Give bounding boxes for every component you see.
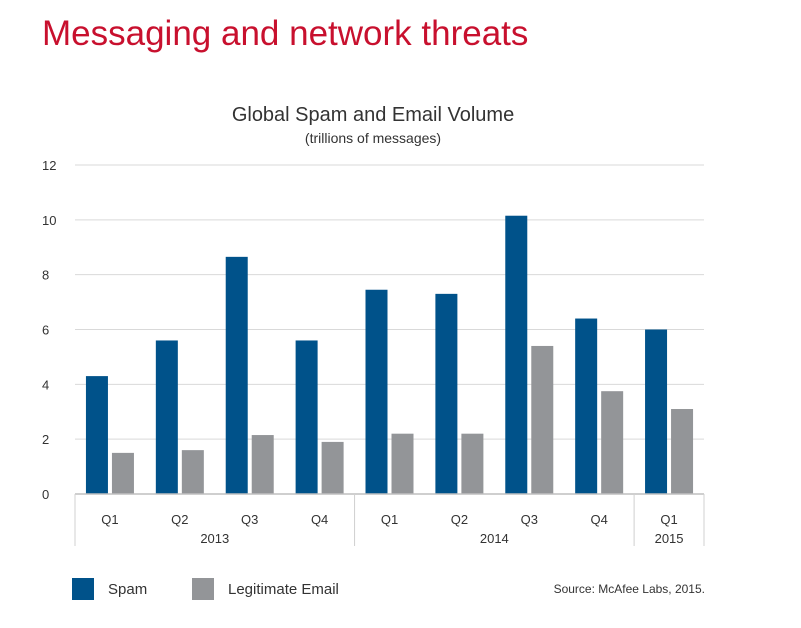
x-tick-label: Q1 — [381, 512, 398, 527]
chart-subtitle: (trillions of messages) — [304, 130, 442, 146]
bar-legitimate-email — [111, 452, 134, 494]
chart-title: Global Spam and Email Volume — [231, 104, 515, 126]
x-tick-label: Q1 — [101, 512, 118, 527]
bar-legitimate-email — [321, 441, 344, 494]
page-title: Messaging and network threats — [42, 14, 529, 53]
x-tick-label: Q2 — [451, 512, 468, 527]
legend-item-spam: Spam — [72, 577, 147, 601]
y-tick-label: 2 — [42, 432, 49, 447]
y-tick-label: 10 — [42, 213, 56, 228]
y-tick-label: 8 — [42, 268, 49, 283]
x-tick-label: Q4 — [311, 512, 328, 527]
group-label: 2013 — [200, 531, 229, 546]
bar-spam — [295, 340, 318, 494]
x-tick-label: Q4 — [590, 512, 607, 527]
bar-spam — [155, 340, 178, 494]
bar-spam — [645, 329, 668, 494]
bar-spam — [435, 293, 458, 494]
legend-label-spam: Spam — [108, 580, 148, 598]
legend-label-legitimate-email: Legitimate Email — [228, 580, 339, 598]
bar-spam — [365, 289, 388, 494]
y-tick-label: 4 — [42, 377, 49, 392]
x-tick-label: Q2 — [171, 512, 188, 527]
bar-legitimate-email — [601, 391, 624, 494]
bar-spam — [225, 256, 248, 494]
y-tick-label: 12 — [42, 158, 56, 173]
group-label: 2014 — [480, 531, 509, 546]
bar-legitimate-email — [531, 345, 554, 494]
bar-legitimate-email — [181, 450, 204, 494]
x-tick-label: Q3 — [521, 512, 538, 527]
group-label: 2015 — [655, 531, 684, 546]
x-tick-label: Q3 — [241, 512, 258, 527]
y-tick-label: 0 — [42, 487, 49, 502]
bar-legitimate-email — [251, 435, 274, 494]
legend-item-legitimate-email: Legitimate Email — [192, 577, 339, 601]
bar-spam — [505, 215, 528, 495]
y-tick-label: 6 — [42, 323, 49, 338]
bar-legitimate-email — [671, 409, 694, 494]
bar-spam — [85, 376, 108, 494]
bar-spam — [575, 318, 598, 494]
legend-swatch-legitimate-email — [192, 578, 214, 600]
bar-legitimate-email — [391, 433, 414, 494]
bar-legitimate-email — [461, 433, 484, 494]
legend-swatch-spam — [72, 578, 94, 600]
x-tick-label: Q1 — [660, 512, 677, 527]
source-note: Source: McAfee Labs, 2015. — [553, 582, 705, 596]
